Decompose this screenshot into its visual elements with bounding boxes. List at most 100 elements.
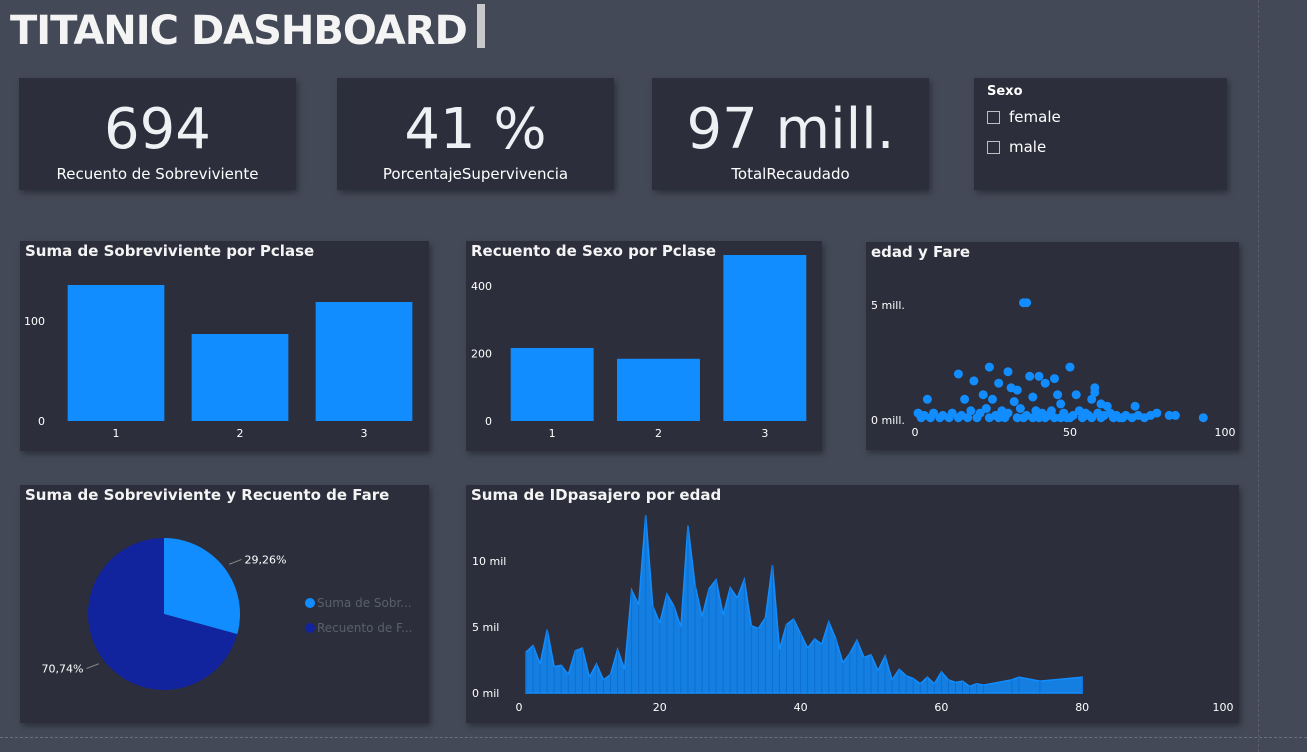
scatter-point: [1090, 387, 1100, 397]
scatter-point: [1009, 397, 1019, 407]
x-tick-label: 100: [1213, 701, 1234, 714]
scatter-point: [984, 362, 994, 372]
y-tick-label: 10 mil: [472, 555, 506, 568]
checkbox[interactable]: [987, 140, 1000, 154]
scatter-point: [1025, 371, 1035, 381]
scatter-point: [969, 376, 979, 386]
scatter-point: [1056, 413, 1066, 423]
scatter-point: [1087, 394, 1097, 404]
kpi-card-survival-percentage[interactable]: 41 % PorcentajeSupervivencia: [337, 78, 614, 190]
y-tick-label: 400: [471, 280, 492, 293]
x-tick-label: 50: [1063, 426, 1077, 439]
pie-slice: [164, 538, 240, 635]
scatter-point: [1164, 410, 1174, 420]
sex-slicer: Sexo female male: [974, 78, 1227, 190]
scatter-point: [966, 406, 976, 416]
scatter-point: [1146, 410, 1156, 420]
pie-data-label: 29,26%: [245, 553, 287, 566]
y-tick-label: 100: [24, 315, 45, 328]
slicer-option-female[interactable]: female: [987, 108, 1061, 126]
x-tick-label: 0: [516, 701, 523, 714]
y-tick-label: 0 mill.: [871, 414, 905, 427]
kpi-card-survivor-count[interactable]: 694 Recuento de Sobreviviente: [19, 78, 296, 190]
scatter-point: [960, 394, 970, 404]
chart-passenger-id-by-age[interactable]: Suma de IDpasajero por edad 0 mil 5 mil 10…: [466, 485, 1239, 723]
scatter-point: [916, 413, 926, 423]
x-tick-label: 100: [1215, 426, 1236, 439]
scatter-point: [1102, 401, 1112, 411]
bar-chart-svg: 0 200 400 1 2 3: [471, 254, 807, 440]
x-tick-label: 1: [113, 427, 120, 440]
scatter-point: [1015, 404, 1025, 413]
scatter-chart-svg: 0 mill. 5 mill. 0 50 100: [871, 298, 1236, 439]
scatter-point: [1034, 371, 1044, 381]
scatter-point: [994, 413, 1004, 423]
area-series: [525, 514, 1083, 694]
kpi-label: Recuento de Sobreviviente: [56, 165, 259, 183]
scatter-point: [1012, 385, 1022, 395]
bar: [67, 285, 165, 421]
chart-sex-count-by-class[interactable]: Recuento de Sexo por Pclase 0 200 400 1 2 3: [466, 241, 822, 451]
kpi-label: PorcentajeSupervivencia: [382, 165, 569, 183]
kpi-value: 694: [104, 97, 211, 162]
scatter-point: [1053, 390, 1063, 400]
area-chart-svg: 0 mil 5 mil 10 mil 0 20 40 60 80 100: [472, 514, 1234, 714]
bar-chart-svg: 0 100 1 2 3: [24, 285, 413, 440]
scatter-point: [981, 404, 991, 413]
scatter-point: [963, 413, 973, 423]
y-tick-label: 0: [38, 415, 45, 428]
scatter-point: [1019, 413, 1028, 423]
scatter-point: [1034, 413, 1044, 423]
scatter-point: [1056, 399, 1066, 409]
kpi-value: 97 mill.: [686, 97, 895, 162]
x-tick-label: 3: [761, 427, 768, 440]
scatter-point: [1087, 413, 1097, 423]
chart-survivors-and-fare-count[interactable]: Suma de Sobreviviente y Recuento de Fare…: [20, 485, 429, 723]
scatter-point: [1028, 413, 1038, 423]
y-tick-label: 0: [485, 415, 492, 428]
pie-chart-svg: 29,26% 70,74% Suma de Sobr... Recuento de F…: [41, 538, 412, 690]
legend-marker: [305, 598, 315, 608]
pie-slice: [87, 538, 238, 690]
scatter-point: [1040, 378, 1050, 388]
scatter-point: [1050, 413, 1059, 423]
kpi-label: TotalRecaudado: [731, 165, 850, 183]
x-tick-label: 1: [549, 427, 556, 440]
chart-survivors-by-class[interactable]: Suma de Sobreviviente por Pclase 0 100 1 2 3: [20, 241, 429, 451]
scatter-point: [1096, 413, 1106, 423]
page-title: TITANIC DASHBOARD: [10, 8, 468, 54]
x-tick-label: 3: [361, 427, 368, 440]
scatter-point: [978, 390, 988, 400]
bar: [191, 334, 289, 421]
x-tick-label: 60: [934, 701, 948, 714]
pie-leader-line: [229, 558, 242, 565]
legend-label: Recuento de F...: [317, 621, 412, 635]
legend-label: Suma de Sobr...: [317, 596, 412, 610]
slicer-option-label: male: [1009, 138, 1047, 156]
slicer-option-male[interactable]: male: [987, 138, 1046, 156]
divider: [0, 737, 1307, 738]
scatter-point: [1118, 413, 1128, 423]
kpi-card-total-raised[interactable]: 97 mill. TotalRecaudado: [652, 78, 929, 190]
x-tick-label: 20: [653, 701, 667, 714]
checkbox[interactable]: [987, 110, 1000, 124]
bar: [617, 358, 700, 421]
x-tick-label: 2: [237, 427, 244, 440]
chart-age-and-fare[interactable]: edad y Fare 0 mill. 5 mill. 0 50 100: [866, 242, 1239, 450]
scatter-point: [935, 413, 945, 423]
scatter-point: [1022, 298, 1032, 308]
legend-marker: [305, 623, 315, 633]
scatter-point: [1077, 413, 1087, 423]
x-tick-label: 0: [912, 426, 919, 439]
scatter-point: [988, 394, 997, 404]
scatter-point: [1000, 413, 1010, 423]
y-tick-label: 200: [471, 347, 492, 360]
scatter-point: [922, 394, 932, 404]
scatter-point: [1050, 374, 1059, 384]
chart-title: Suma de Sobreviviente y Recuento de Fare: [25, 486, 390, 504]
scatter-point: [1046, 406, 1056, 416]
chart-title: Recuento de Sexo por Pclase: [471, 242, 717, 260]
pie-leader-line: [86, 663, 99, 670]
slicer-option-label: female: [1009, 108, 1061, 126]
scatter-point: [1130, 401, 1140, 411]
